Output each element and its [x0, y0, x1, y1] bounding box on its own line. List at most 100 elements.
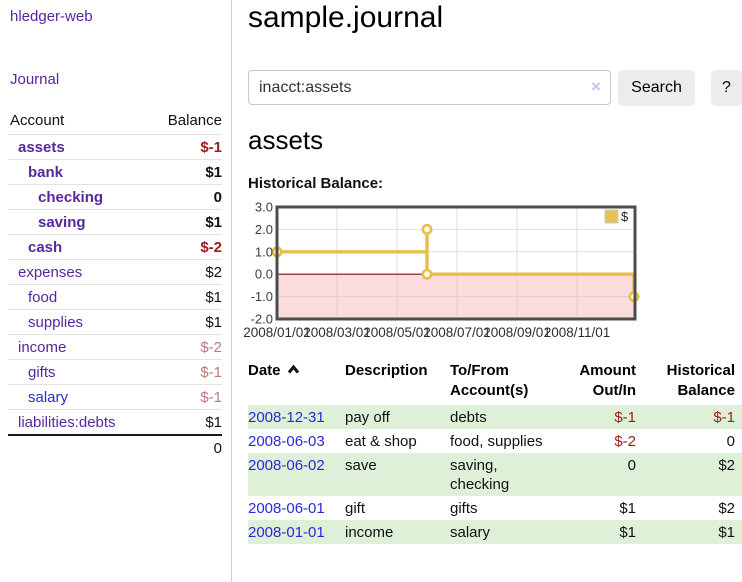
- register-header-description: Description: [345, 362, 428, 379]
- register-header-row: Date Description To/From Account(s) Amou…: [248, 358, 742, 405]
- transaction-date-link[interactable]: 2008-01-01: [248, 524, 325, 541]
- transaction-accounts: saving, checking: [450, 457, 510, 493]
- account-row-gifts: gifts $-1: [8, 359, 222, 385]
- journal-title: sample.journal: [248, 1, 444, 34]
- nav-journal-link[interactable]: Journal: [10, 71, 60, 88]
- search-button[interactable]: Search: [618, 70, 695, 106]
- register-row: 2008-12-31 pay off debts $-1 $-1: [248, 405, 742, 429]
- account-link-supplies[interactable]: supplies: [28, 314, 84, 331]
- register-header-accounts: To/From Account(s): [450, 362, 529, 399]
- transaction-accounts: salary: [450, 524, 491, 541]
- transaction-amount: 0: [627, 457, 636, 474]
- x-axis-labels: 2008/01/01 2008/03/01 2008/05/01 2008/07…: [243, 325, 610, 340]
- account-link-saving[interactable]: saving: [38, 214, 86, 231]
- account-link-checking[interactable]: checking: [38, 189, 104, 206]
- accounts-total-row: 0: [8, 434, 222, 460]
- svg-text:-2.0: -2.0: [251, 312, 273, 327]
- transaction-amount: $-2: [614, 433, 636, 450]
- account-link-salary[interactable]: salary: [28, 389, 69, 406]
- account-balance-saving: $1: [148, 209, 222, 235]
- account-balance-bank: $1: [148, 159, 222, 185]
- account-link-cash[interactable]: cash: [28, 239, 63, 256]
- chart-canvas: $ 3.0 2.0 1.0 0.0 -1.0 -2.0 2008/01/01 2…: [243, 200, 640, 340]
- account-row-saving: saving $1: [8, 209, 222, 235]
- account-balance-food: $1: [148, 284, 222, 310]
- account-link-bank[interactable]: bank: [28, 164, 64, 181]
- account-row-checking: checking 0: [8, 184, 222, 210]
- legend-swatch: [604, 209, 619, 224]
- main-content: sample.journal × Search ? assets Histori…: [243, 0, 742, 582]
- svg-text:2008/03/01: 2008/03/01: [303, 325, 371, 340]
- account-balance-expenses: $2: [148, 259, 222, 285]
- data-point-2008-06-01[interactable]: [421, 223, 433, 235]
- account-balance-income: $-2: [148, 334, 222, 360]
- svg-text:3.0: 3.0: [255, 200, 273, 215]
- data-point-2008-06-03[interactable]: [421, 268, 433, 280]
- transaction-accounts: gifts: [450, 500, 478, 517]
- account-link-expenses[interactable]: expenses: [18, 264, 83, 281]
- svg-text:1.0: 1.0: [255, 244, 273, 259]
- accounts-table: Account Balance assets $-1 bank $1 check…: [8, 108, 222, 460]
- y-axis-labels: 3.0 2.0 1.0 0.0 -1.0 -2.0: [251, 200, 273, 327]
- transaction-description: gift: [345, 500, 366, 517]
- transaction-balance: $2: [718, 457, 735, 474]
- account-balance-assets: $-1: [148, 134, 222, 160]
- account-link-income[interactable]: income: [18, 339, 67, 356]
- transaction-accounts: debts: [450, 409, 487, 426]
- account-link-gifts[interactable]: gifts: [28, 364, 56, 381]
- transaction-description: save: [345, 457, 377, 474]
- account-balance-liabilities-debts: $1: [148, 409, 222, 435]
- transaction-description: eat & shop: [345, 433, 417, 450]
- search-field-wrapper: ×: [248, 70, 611, 105]
- transaction-amount: $1: [619, 500, 636, 517]
- historical-balance-chart: $ 3.0 2.0 1.0 0.0 -1.0 -2.0 2008/01/01 2…: [240, 200, 740, 346]
- svg-text:2008/07/01: 2008/07/01: [423, 325, 491, 340]
- app-title-link[interactable]: hledger-web: [10, 8, 93, 25]
- svg-text:2008/11/01: 2008/11/01: [544, 325, 611, 340]
- account-link-liabilities-debts[interactable]: liabilities:debts: [18, 414, 116, 431]
- transaction-date-link[interactable]: 2008-06-02: [248, 457, 325, 474]
- sort-ascending-icon: [287, 364, 299, 374]
- register-header-date[interactable]: Date: [248, 358, 345, 405]
- account-row-cash: cash $-2: [8, 234, 222, 260]
- account-link-assets[interactable]: assets: [18, 139, 65, 156]
- transaction-balance: $2: [718, 500, 735, 517]
- chart-heading: Historical Balance:: [248, 175, 384, 192]
- account-row-salary: salary $-1: [8, 384, 222, 410]
- transaction-accounts: food, supplies: [450, 433, 543, 450]
- svg-text:2008/01/01: 2008/01/01: [243, 325, 311, 340]
- account-balance-salary: $-1: [148, 384, 222, 410]
- help-button[interactable]: ?: [711, 70, 742, 106]
- account-row-assets: assets $-1: [8, 134, 222, 160]
- accounts-header-balance: Balance: [167, 112, 222, 129]
- account-row-bank: bank $1: [8, 159, 222, 185]
- register-header-date-label: Date: [248, 362, 281, 379]
- sidebar: hledger-web Journal Account Balance asse…: [0, 0, 232, 582]
- register-row: 2008-06-01 gift gifts $1 $2: [248, 496, 742, 520]
- svg-text:2.0: 2.0: [255, 222, 273, 237]
- search-input[interactable]: [248, 70, 611, 105]
- transaction-date-link[interactable]: 2008-06-03: [248, 433, 325, 450]
- register-row: 2008-06-02 save saving, checking 0 $2: [248, 453, 742, 496]
- svg-text:-1.0: -1.0: [251, 289, 273, 304]
- plot-border: [275, 205, 637, 321]
- transaction-balance: $-1: [713, 409, 735, 426]
- gridlines-negative: [277, 274, 635, 319]
- svg-text:0.0: 0.0: [255, 267, 273, 282]
- account-balance-gifts: $-1: [148, 359, 222, 385]
- account-balance-checking: 0: [148, 184, 222, 210]
- transaction-date-link[interactable]: 2008-12-31: [248, 409, 325, 426]
- register-table: Date Description To/From Account(s) Amou…: [248, 358, 742, 544]
- search-form: × Search ?: [248, 70, 742, 106]
- account-link-food[interactable]: food: [28, 289, 58, 306]
- account-row-supplies: supplies $1: [8, 309, 222, 335]
- transaction-description: income: [345, 524, 394, 541]
- transaction-amount: $-1: [614, 409, 636, 426]
- register-header-amount: Amount Out/In: [579, 362, 636, 399]
- clear-search-icon[interactable]: ×: [591, 77, 601, 96]
- chart-legend: $: [604, 209, 629, 224]
- transaction-balance: $1: [718, 524, 735, 541]
- account-row-expenses: expenses $2: [8, 259, 222, 285]
- account-row-income: income $-2: [8, 334, 222, 360]
- transaction-date-link[interactable]: 2008-06-01: [248, 500, 325, 517]
